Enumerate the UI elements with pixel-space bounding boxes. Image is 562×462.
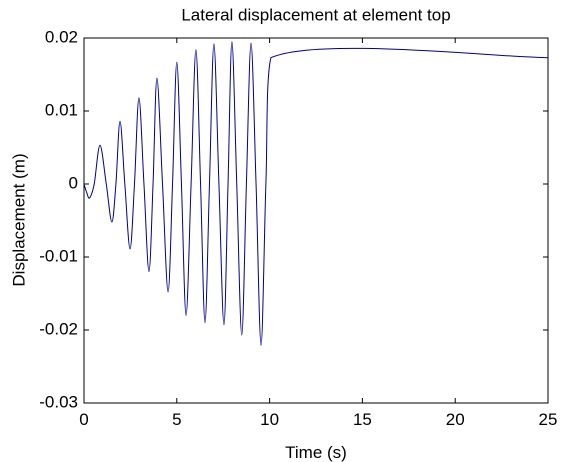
y-tick-label: -0.01 — [39, 246, 78, 265]
x-tick-label: 15 — [353, 410, 372, 429]
data-line — [83, 41, 549, 346]
y-axis-label: Displacement (m) — [9, 153, 28, 286]
y-tick-label: -0.03 — [39, 392, 78, 411]
y-tick-label: 0.01 — [45, 100, 78, 119]
y-tick-label: -0.02 — [39, 319, 78, 338]
x-tick-label: 25 — [539, 410, 558, 429]
x-tick-label: 5 — [172, 410, 181, 429]
y-tick-label: 0 — [69, 173, 78, 192]
chart-title: Lateral displacement at element top — [181, 5, 450, 24]
y-tick-label: 0.02 — [45, 27, 78, 46]
x-axis-label: Time (s) — [285, 443, 347, 462]
x-tick-label: 10 — [260, 410, 279, 429]
x-tick-label: 20 — [446, 410, 465, 429]
plot-frame — [83, 37, 549, 404]
x-tick-label: 0 — [79, 410, 88, 429]
